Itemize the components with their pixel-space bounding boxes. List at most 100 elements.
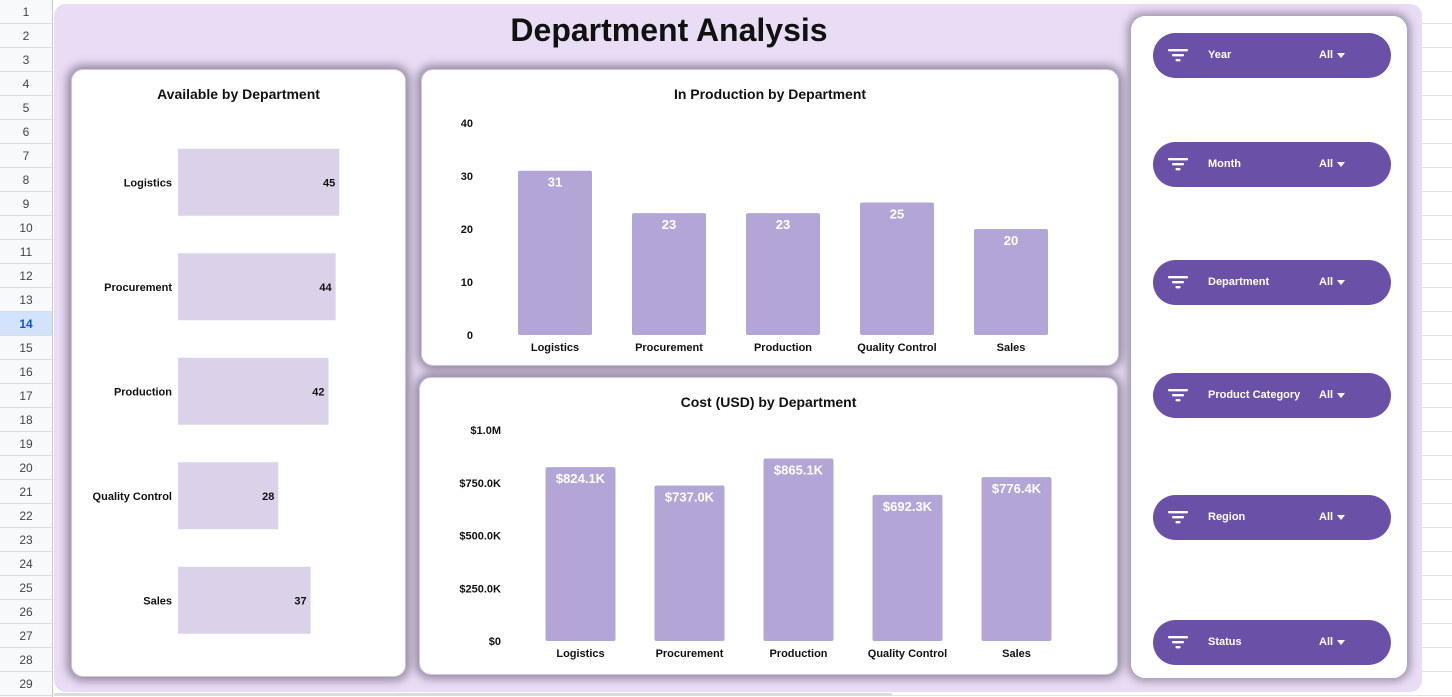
row-header[interactable]: 28 (0, 648, 52, 672)
department-filter-value: All (1319, 276, 1334, 288)
y-tick-label: $1.0M (470, 425, 501, 437)
month-filter-value: All (1319, 158, 1334, 170)
cost-chart-card: Cost (USD) by Department $0 $250.0K $500.0… (419, 377, 1118, 675)
production-chart-title: In Production by Department (673, 86, 867, 102)
row-header[interactable]: 3 (0, 48, 52, 72)
row-header[interactable]: 21 (0, 480, 52, 504)
month-filter-label: Month (1208, 158, 1241, 170)
category-label: Procurement (635, 342, 703, 354)
year-filter[interactable]: Year All (1153, 33, 1391, 78)
row-header[interactable]: 13 (0, 288, 52, 312)
year-filter-value: All (1319, 49, 1334, 61)
year-filter-label: Year (1208, 49, 1232, 61)
month-filter[interactable]: Month All (1153, 142, 1391, 187)
row-header[interactable]: 26 (0, 600, 52, 624)
bar (860, 202, 934, 335)
data-label: $776.4K (992, 481, 1042, 496)
status-filter[interactable]: Status All (1153, 620, 1391, 665)
y-tick-label: $0 (489, 636, 501, 648)
filter-icon (1168, 636, 1188, 649)
filter-icon (1168, 158, 1188, 171)
row-header[interactable]: 22 (0, 504, 52, 528)
cost-chart-title: Cost (USD) by Department (680, 394, 857, 410)
filter-panel: Year All Month All Department All Produc… (1131, 16, 1407, 678)
available-chart: Logistics 45 Procurement 44 Production 42 Qual… (93, 148, 340, 634)
production-chart-card: In Production by Department 0 10 20 30 40 31 L… (421, 69, 1119, 366)
y-tick-label: 30 (461, 171, 473, 183)
category-label: Production (769, 648, 827, 660)
category-label: Production (114, 386, 172, 398)
chevron-down-icon (1337, 515, 1345, 520)
product-category-filter[interactable]: Product Category All (1153, 373, 1391, 418)
row-header[interactable]: 20 (0, 456, 52, 480)
department-filter-label: Department (1208, 276, 1270, 288)
row-header[interactable]: 4 (0, 72, 52, 96)
cost-chart: $0 $250.0K $500.0K $750.0K $1.0M $824.1K Logis… (459, 425, 1052, 660)
row-header[interactable]: 18 (0, 408, 52, 432)
row-header[interactable]: 24 (0, 552, 52, 576)
dashboard-title: Department Analysis (510, 12, 828, 48)
row-header[interactable]: 10 (0, 216, 52, 240)
category-label: Logistics (124, 177, 172, 189)
row-header[interactable]: 14 (0, 312, 52, 336)
department-filter[interactable]: Department All (1153, 260, 1391, 305)
product-category-filter-label: Product Category (1208, 389, 1301, 401)
row-header[interactable]: 11 (0, 240, 52, 264)
row-header[interactable]: 25 (0, 576, 52, 600)
row-header-column: 1 2 3 4 5 6 7 8 9 10 11 12 13 14 15 16 17 18 19 20 21 22 23 24 2… (0, 0, 53, 697)
data-label: 44 (319, 282, 332, 294)
category-label: Sales (1002, 648, 1031, 660)
row-header[interactable]: 15 (0, 336, 52, 360)
bar (746, 213, 820, 335)
row-header[interactable]: 6 (0, 120, 52, 144)
row-header[interactable]: 23 (0, 528, 52, 552)
y-tick-label: $500.0K (459, 531, 501, 543)
bar (178, 148, 340, 216)
y-tick-label: 0 (467, 330, 473, 342)
filter-icon (1168, 389, 1188, 402)
category-label: Procurement (104, 282, 172, 294)
row-header[interactable]: 29 (0, 672, 52, 696)
data-label: 23 (776, 217, 790, 232)
row-header[interactable]: 12 (0, 264, 52, 288)
bar (178, 566, 311, 634)
y-tick-label: 10 (461, 277, 473, 289)
category-label: Logistics (556, 648, 604, 660)
row-header[interactable]: 2 (0, 24, 52, 48)
bar (981, 477, 1052, 641)
row-header[interactable]: 5 (0, 96, 52, 120)
category-label: Production (754, 342, 812, 354)
filter-icon (1168, 49, 1188, 62)
category-label: Quality Control (868, 648, 947, 660)
status-filter-value: All (1319, 636, 1334, 648)
row-header[interactable]: 1 (0, 0, 52, 24)
data-label: $737.0K (665, 489, 715, 504)
category-label: Logistics (531, 342, 579, 354)
row-header[interactable]: 19 (0, 432, 52, 456)
bar (178, 462, 279, 530)
chevron-down-icon (1337, 162, 1345, 167)
row-header[interactable]: 8 (0, 168, 52, 192)
horizontal-scrollbar[interactable] (54, 693, 892, 696)
bar (632, 213, 706, 335)
row-header[interactable]: 7 (0, 144, 52, 168)
row-header[interactable]: 17 (0, 384, 52, 408)
row-header[interactable]: 9 (0, 192, 52, 216)
status-filter-label: Status (1208, 636, 1242, 648)
region-filter-value: All (1319, 511, 1334, 523)
data-label: 31 (548, 175, 562, 190)
data-label: 23 (662, 217, 676, 232)
data-label: 37 (294, 595, 306, 607)
category-label: Sales (143, 595, 172, 607)
available-chart-card: Available by Department Logistics 45 Procu… (71, 69, 406, 677)
data-label: $692.3K (883, 499, 933, 514)
region-filter[interactable]: Region All (1153, 495, 1391, 540)
row-header[interactable]: 16 (0, 360, 52, 384)
y-tick-label: $250.0K (459, 583, 501, 595)
data-label: 28 (262, 491, 274, 503)
data-label: 25 (890, 207, 904, 222)
data-label: 45 (323, 177, 335, 189)
y-tick-label: 40 (461, 118, 473, 130)
y-tick-label: $750.0K (459, 478, 501, 490)
row-header[interactable]: 27 (0, 624, 52, 648)
